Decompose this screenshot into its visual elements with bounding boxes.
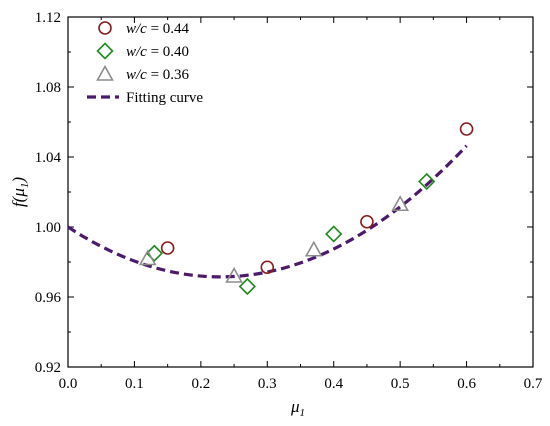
data-point-triangle	[391, 195, 410, 212]
fitting-curve-line	[67, 144, 468, 279]
legend-label-rest: = 0.40	[147, 44, 189, 60]
data-point-circle	[360, 214, 374, 229]
y-tick-label: 0.92	[35, 360, 61, 376]
y-axis-title-sub: 1	[19, 183, 31, 189]
y-tick-label: 1.08	[35, 80, 61, 96]
x-axis-title: μ1	[290, 397, 305, 419]
y-tick-label: 1.04	[35, 150, 62, 166]
series-2	[145, 172, 436, 296]
x-tick-label: 0.5	[391, 376, 410, 392]
x-axis-title-sub: 1	[300, 407, 306, 419]
x-tick-label: 0.1	[125, 376, 144, 392]
y-tick-label: 0.96	[35, 290, 62, 306]
legend-marker-circle	[98, 21, 112, 35]
x-axis-title-main: μ	[290, 397, 300, 416]
x-axis-ticks: 0.0 0.1 0.2 0.3 0.4 0.5 0.6 0.7	[59, 17, 543, 392]
data-point-circle	[160, 241, 175, 255]
y-tick-label: 1.00	[35, 220, 61, 236]
series-3	[138, 195, 410, 283]
legend-label: w/c = 0.44	[126, 21, 190, 37]
legend-label: w/c = 0.40	[126, 44, 189, 60]
x-tick-label: 0.7	[524, 376, 543, 392]
data-point-diamond	[238, 277, 256, 296]
legend-label-rest: = 0.36	[147, 67, 190, 83]
x-tick-label: 0.6	[457, 376, 476, 392]
data-point-circle	[459, 122, 474, 136]
data-point-diamond	[325, 225, 343, 243]
y-axis-title: f(μ1)	[9, 177, 31, 207]
data-point-diamond	[418, 172, 436, 191]
legend-fit-label: Fitting curve	[126, 90, 203, 106]
legend-label-italic: w/c	[126, 67, 147, 83]
legend-label-italic: w/c	[126, 21, 147, 37]
data-point-triangle	[138, 249, 157, 266]
legend-label-rest: = 0.44	[147, 21, 190, 37]
legend-item: w/c = 0.36	[96, 64, 190, 83]
y-axis-title-main: f(μ	[9, 188, 28, 207]
data-points-layer	[138, 122, 474, 296]
legend-item-fit: Fitting curve	[87, 90, 203, 106]
series-1	[160, 122, 474, 275]
fitting-curve-layer	[67, 144, 468, 279]
x-tick-label: 0.3	[258, 376, 277, 392]
data-point-triangle	[225, 266, 243, 283]
y-axis-title-close: )	[9, 177, 28, 184]
legend-marker-diamond	[96, 42, 114, 60]
legend-label-italic: w/c	[126, 44, 147, 60]
legend-item: w/c = 0.40	[96, 42, 189, 60]
x-tick-label: 0.2	[191, 376, 210, 392]
x-tick-label: 0.0	[59, 376, 78, 392]
legend-label: w/c = 0.36	[126, 67, 190, 83]
data-point-circle	[260, 260, 275, 275]
data-point-diamond	[145, 244, 163, 262]
data-point-triangle	[304, 240, 323, 257]
legend-marker-triangle	[96, 64, 114, 81]
y-tick-label: 1.12	[35, 10, 61, 26]
y-axis-ticks: 0.92 0.96 1.00 1.04 1.08 1.12	[35, 10, 533, 376]
legend-item: w/c = 0.44	[98, 21, 190, 37]
x-tick-label: 0.4	[324, 376, 343, 392]
